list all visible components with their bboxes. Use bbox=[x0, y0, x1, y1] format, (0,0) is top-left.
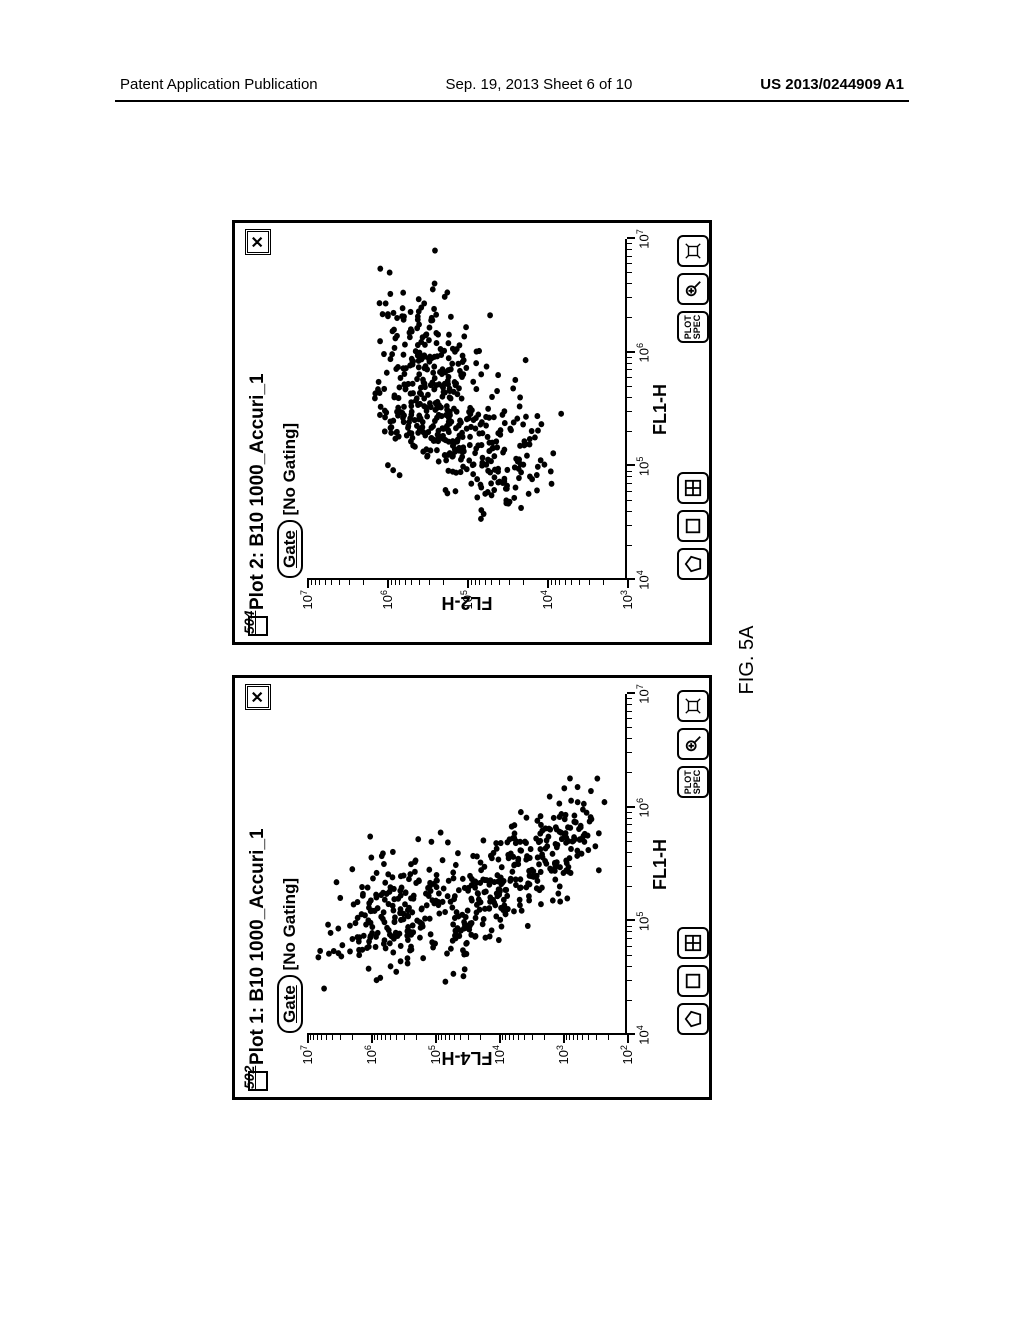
gate-row-2: Gate [No Gating] bbox=[277, 229, 303, 578]
toolbar-right-1: PLOTSPEC bbox=[677, 690, 709, 798]
toolbar-left-1 bbox=[677, 927, 709, 1035]
scatter-plot-2 bbox=[307, 239, 627, 580]
chart-area-1: FL4-H FL1-H 1021031041051061071041051061… bbox=[307, 694, 627, 1035]
chart-area-2: FL2-H FL1-H 103104105106107104105106107 bbox=[307, 239, 627, 580]
scatter-plot-1 bbox=[307, 694, 627, 1035]
zoom-tool-icon[interactable] bbox=[677, 728, 709, 760]
header-rule bbox=[115, 100, 909, 102]
toolbar-2: PLOTSPEC bbox=[677, 235, 709, 580]
toolbar-1: PLOTSPEC bbox=[677, 690, 709, 1035]
gate-status-1: [No Gating] bbox=[280, 878, 299, 971]
gate-status-2: [No Gating] bbox=[280, 423, 299, 516]
plot-title-2: Plot 2: B10 1000_Accuri_1 bbox=[247, 373, 269, 610]
close-icon[interactable]: ✕ bbox=[245, 684, 271, 710]
gate-button-2[interactable]: Gate bbox=[277, 520, 303, 578]
rect-tool-icon[interactable] bbox=[677, 965, 709, 997]
header-mid: Sep. 19, 2013 Sheet 6 of 10 bbox=[446, 76, 633, 93]
plotspec-button[interactable]: PLOTSPEC bbox=[677, 311, 709, 343]
toolbar-left-2 bbox=[677, 472, 709, 580]
quadrant-tool-icon[interactable] bbox=[677, 472, 709, 504]
header-left: Patent Application Publication bbox=[120, 76, 318, 93]
rect-tool-icon[interactable] bbox=[677, 510, 709, 542]
figure-caption: FIG. 5A bbox=[736, 220, 759, 1100]
y-axis-label-1: FL4-H bbox=[442, 1047, 493, 1068]
header-right: US 2013/0244909 A1 bbox=[760, 76, 904, 93]
gate-button-1[interactable]: Gate bbox=[277, 975, 303, 1033]
page-header: Patent Application Publication Sep. 19, … bbox=[0, 76, 1024, 93]
plot-panel-2: 504 Plot 2: B10 1000_Accuri_1 ✕ Gate [No… bbox=[232, 220, 712, 645]
close-icon[interactable]: ✕ bbox=[245, 229, 271, 255]
figure-5a: 502 Plot 1: B10 1000_Accuri_1 ✕ Gate [No… bbox=[232, 220, 792, 1100]
toolbar-right-2: PLOTSPEC bbox=[677, 235, 709, 343]
expand-tool-icon[interactable] bbox=[677, 235, 709, 267]
ref-num-504: 504 bbox=[241, 611, 257, 634]
gate-row-1: Gate [No Gating] bbox=[277, 684, 303, 1033]
expand-tool-icon[interactable] bbox=[677, 690, 709, 722]
plot-title-1: Plot 1: B10 1000_Accuri_1 bbox=[247, 828, 269, 1065]
ref-num-502: 502 bbox=[241, 1066, 257, 1089]
x-axis-label-1: FL1-H bbox=[650, 839, 671, 890]
polygon-tool-icon[interactable] bbox=[677, 548, 709, 580]
polygon-tool-icon[interactable] bbox=[677, 1003, 709, 1035]
quadrant-tool-icon[interactable] bbox=[677, 927, 709, 959]
title-row-2: Plot 2: B10 1000_Accuri_1 ✕ bbox=[245, 229, 271, 636]
plot-panel-1: 502 Plot 1: B10 1000_Accuri_1 ✕ Gate [No… bbox=[232, 675, 712, 1100]
x-axis-label-2: FL1-H bbox=[650, 384, 671, 435]
plots-row: 502 Plot 1: B10 1000_Accuri_1 ✕ Gate [No… bbox=[232, 220, 712, 1100]
zoom-tool-icon[interactable] bbox=[677, 273, 709, 305]
plotspec-button[interactable]: PLOTSPEC bbox=[677, 766, 709, 798]
title-row-1: Plot 1: B10 1000_Accuri_1 ✕ bbox=[245, 684, 271, 1091]
